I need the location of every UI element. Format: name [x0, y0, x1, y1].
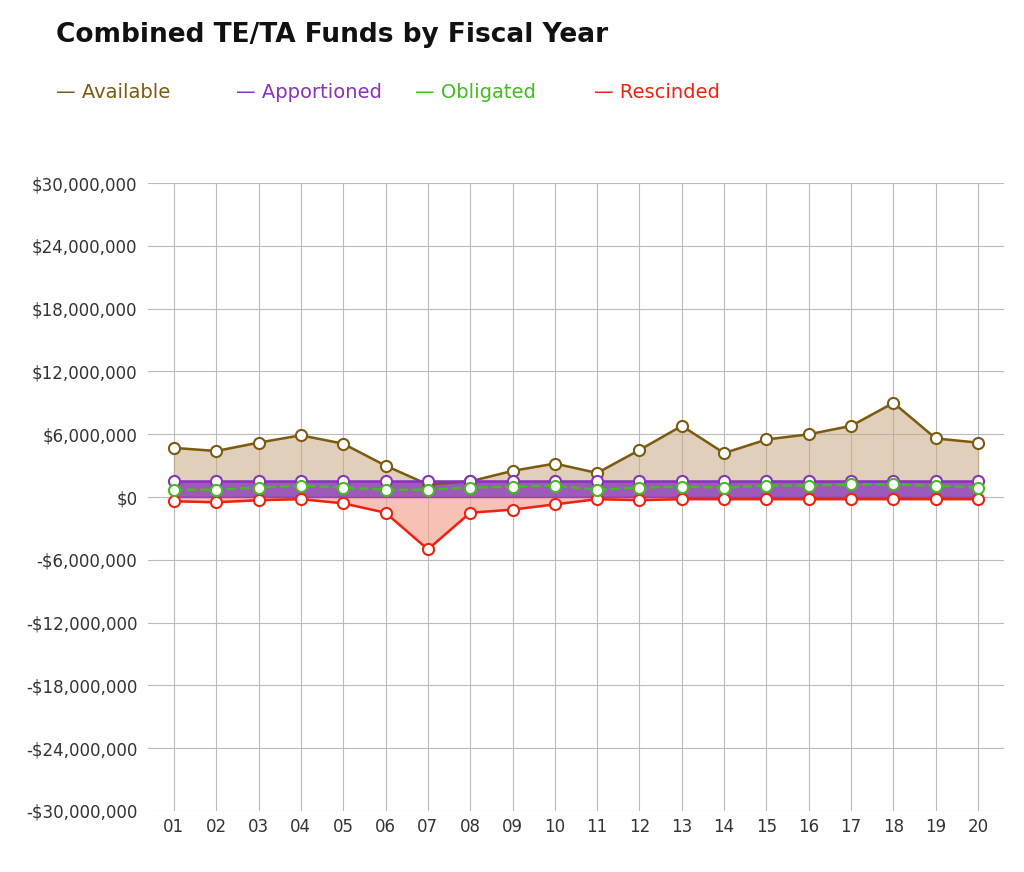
Text: Combined TE/TA Funds by Fiscal Year: Combined TE/TA Funds by Fiscal Year: [56, 22, 608, 48]
Text: — Rescinded: — Rescinded: [594, 83, 720, 102]
Text: — Obligated: — Obligated: [415, 83, 536, 102]
Text: — Apportioned: — Apportioned: [236, 83, 381, 102]
Text: — Available: — Available: [56, 83, 171, 102]
